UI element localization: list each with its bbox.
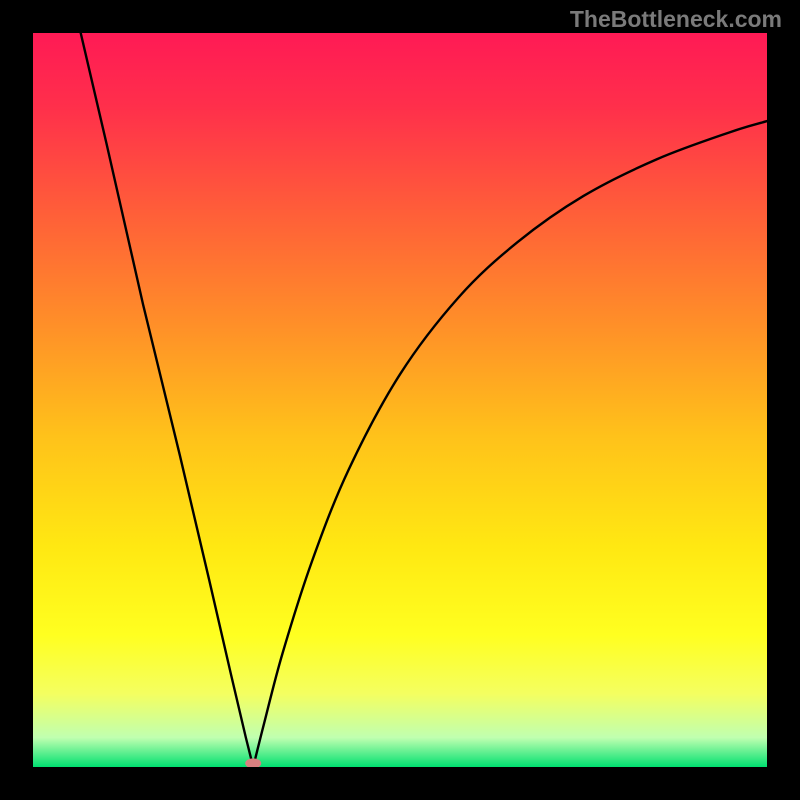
watermark-text: TheBottleneck.com [570, 6, 782, 33]
chart-frame [0, 0, 800, 800]
bottleneck-chart [33, 33, 767, 767]
